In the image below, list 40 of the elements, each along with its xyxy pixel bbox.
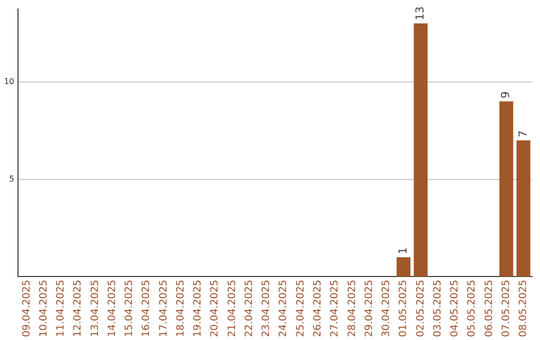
x-tick-label: 21.04.2025 [226, 280, 238, 338]
x-tick-label: 03.05.2025 [432, 280, 444, 338]
x-tick-label: 12.04.2025 [72, 280, 84, 338]
x-tick-label: 07.05.2025 [500, 280, 512, 338]
x-tick-label: 09.04.2025 [21, 280, 32, 338]
bar [516, 140, 530, 277]
x-tick-label: 24.04.2025 [278, 280, 290, 338]
x-tick-label: 15.04.2025 [124, 280, 136, 338]
x-tick-label: 13.04.2025 [90, 280, 101, 338]
x-tick-label: 14.04.2025 [106, 280, 118, 338]
x-tick-label: 05.05.2025 [466, 280, 478, 338]
x-tick-label: 26.04.2025 [312, 280, 324, 338]
x-tick-label: 20.04.2025 [210, 280, 221, 338]
x-tick-label: 17.04.2025 [158, 280, 170, 338]
x-tick-label: 29.04.2025 [364, 280, 375, 338]
bar [499, 101, 514, 277]
y-tick-label: 5 [9, 174, 14, 184]
x-tick-label: 10.04.2025 [38, 280, 50, 338]
x-tick-label: 11.04.2025 [56, 280, 67, 338]
data-label: 13 [414, 6, 427, 20]
x-tick-label: 08.05.2025 [518, 280, 530, 338]
data-label: 1 [396, 247, 410, 254]
x-tick-label: 28.04.2025 [346, 280, 358, 338]
x-tick-label: 06.05.2025 [484, 280, 495, 338]
bar [396, 257, 410, 277]
x-tick-label: 01.05.2025 [398, 280, 410, 338]
x-tick-label: 30.04.2025 [381, 280, 392, 338]
data-label: 9 [499, 91, 512, 98]
x-tick-label: 16.04.2025 [141, 280, 152, 338]
x-tick-label: 19.04.2025 [192, 280, 204, 338]
x-tick-label: 18.04.2025 [175, 280, 186, 338]
bar [414, 23, 428, 277]
y-tick-label: 10 [4, 76, 14, 86]
x-tick-label: 25.04.2025 [295, 280, 306, 338]
x-tick-label: 22.04.2025 [244, 280, 255, 338]
x-tick-label: 27.04.2025 [330, 280, 341, 338]
x-tick-label: 23.04.2025 [261, 280, 272, 338]
data-label: 7 [516, 130, 530, 138]
x-tick-label: 02.05.2025 [415, 280, 426, 338]
x-tick-label: 04.05.2025 [450, 280, 461, 338]
